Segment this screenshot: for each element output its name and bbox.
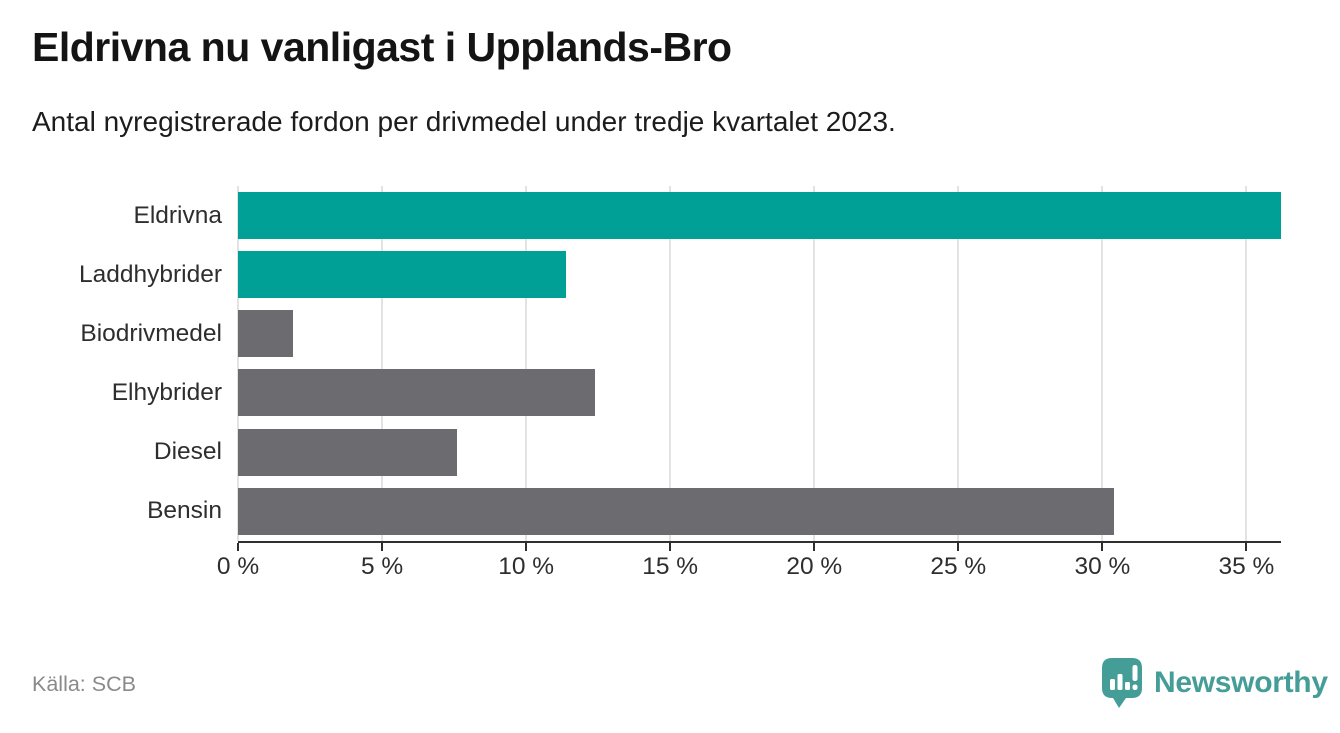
logo-bar-icon [1117,674,1123,690]
axis-tick [1101,543,1104,551]
bar-biodrivmedel [238,310,293,358]
newsworthy-logo: Newsworthy [1100,656,1328,709]
axis-tick [957,543,960,551]
bar-laddhybrider [238,251,567,299]
gridline [1245,186,1248,541]
plot-area [237,186,1281,543]
bar-row [238,363,1281,422]
brand-name: Newsworthy [1154,665,1328,699]
axis-tick [1245,543,1248,551]
gridline [525,186,528,541]
gridline [813,186,816,541]
axis-tick [237,543,239,551]
bar-eldrivna [238,192,1281,239]
bar-row [238,423,1281,482]
logo-exclamation-icon [1132,665,1138,681]
gridline [669,186,672,541]
bar-row [238,482,1281,541]
axis-tick [525,543,528,551]
axis-tick [813,543,816,551]
x-axis-ticks [237,543,1281,551]
logo-exclamation-icon [1132,684,1138,690]
axis-tick-label: 20 % [786,553,843,580]
bar-elhybrider [238,369,596,417]
axis-tick-label: 35 % [1218,553,1275,580]
bar-row [238,186,1281,245]
category-label-laddhybrider: Laddhybrider [78,260,222,288]
bar-row [238,304,1281,363]
x-axis-line [238,541,1281,543]
bar-bensin [238,487,1114,535]
category-label-bensin: Bensin [147,497,222,525]
logo-bar-icon [1125,682,1130,690]
bars-layer [238,186,1281,541]
logo-bar-icon [1110,679,1115,690]
gridline [957,186,960,541]
axis-tick [381,543,384,551]
x-axis-tick-labels: 0 % 5 % 10 % 15 % 20 % 25 % 30 % 35 % [217,553,1281,585]
page-title: Eldrivna nu vanligast i Upplands-Bro [32,24,732,70]
axis-tick-label: 25 % [930,553,987,580]
axis-tick [669,543,672,551]
chart-subtitle: Antal nyregistrerade fordon per drivmede… [32,106,896,137]
axis-tick-label: 15 % [642,553,699,580]
bar-row [238,245,1281,304]
source-note: Källa: SCB [32,672,136,696]
gridline [1101,186,1104,541]
y-axis-labels: Eldrivna Laddhybrider Biodrivmedel Elhybrid… [0,186,222,541]
axis-tick-label: 30 % [1074,553,1131,580]
gridline [381,186,384,541]
newsworthy-logo-icon [1102,658,1142,708]
axis-tick-label: 0 % [216,553,260,580]
axis-tick-label: 5 % [360,553,404,580]
bar-diesel [238,428,457,476]
category-label-elhybrider: Elhybrider [111,379,222,407]
gridline-layer [237,186,1281,541]
axis-tick-label: 10 % [498,553,555,580]
category-label-biodrivmedel: Biodrivmedel [80,319,222,347]
category-label-eldrivna: Eldrivna [133,201,222,229]
gridline [237,186,239,541]
category-label-diesel: Diesel [153,438,222,466]
